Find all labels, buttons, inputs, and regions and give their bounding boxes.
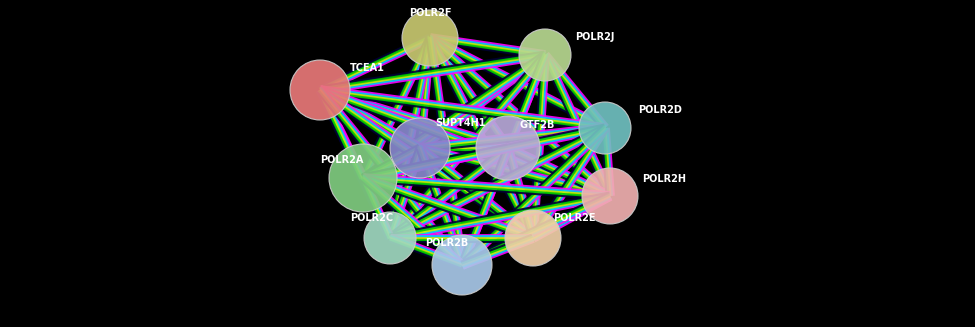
Circle shape: [364, 212, 416, 264]
Text: POLR2H: POLR2H: [642, 174, 686, 184]
Circle shape: [390, 118, 450, 178]
Circle shape: [432, 235, 492, 295]
Circle shape: [476, 116, 540, 180]
Text: POLR2E: POLR2E: [553, 213, 596, 223]
Circle shape: [329, 144, 397, 212]
Text: TCEA1: TCEA1: [350, 63, 385, 73]
Text: POLR2A: POLR2A: [320, 155, 364, 165]
Text: POLR2F: POLR2F: [409, 8, 451, 18]
Circle shape: [402, 10, 458, 66]
Circle shape: [505, 210, 561, 266]
Circle shape: [290, 60, 350, 120]
Text: POLR2B: POLR2B: [425, 238, 468, 248]
Text: POLR2J: POLR2J: [575, 32, 614, 42]
Text: POLR2C: POLR2C: [350, 213, 393, 223]
Circle shape: [519, 29, 571, 81]
Text: SUPT4H1: SUPT4H1: [435, 118, 486, 128]
Circle shape: [582, 168, 638, 224]
Text: GTF2B: GTF2B: [520, 120, 556, 130]
Text: POLR2D: POLR2D: [638, 105, 682, 115]
Circle shape: [579, 102, 631, 154]
